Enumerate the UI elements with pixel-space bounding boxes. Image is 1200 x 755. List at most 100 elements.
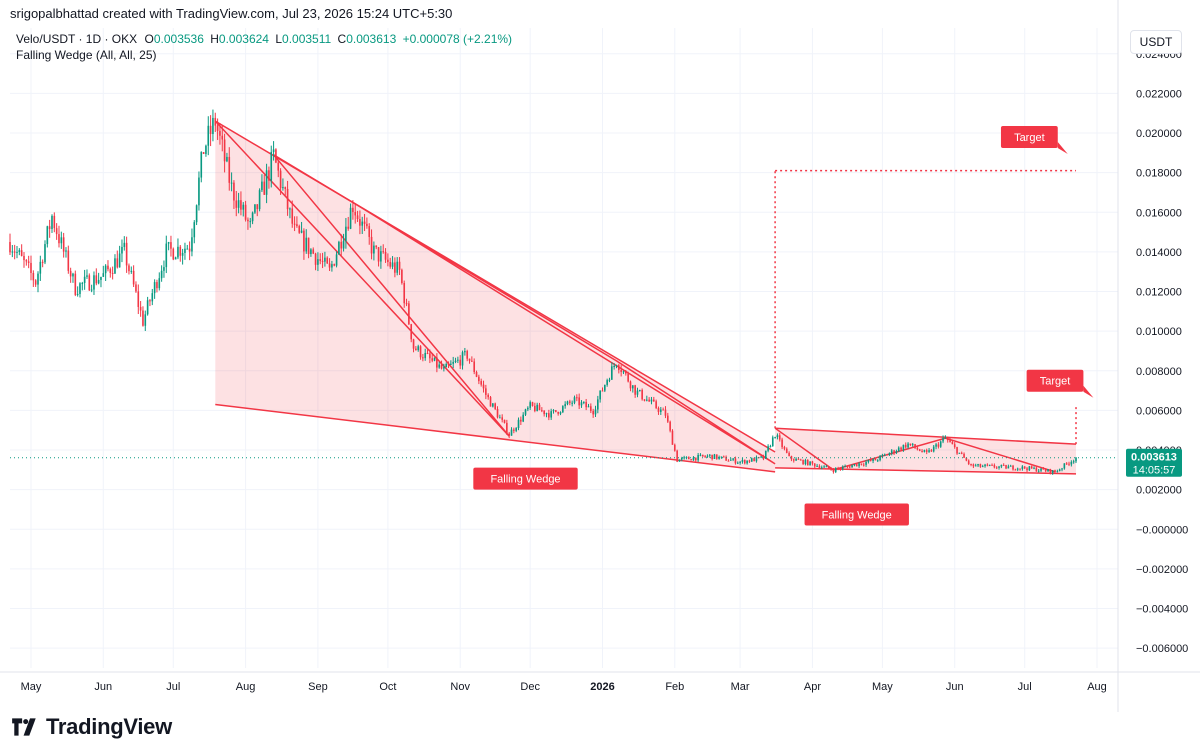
candle-body	[636, 390, 639, 395]
candle-body	[1016, 468, 1019, 470]
time-axis[interactable]: May Jun Jul Aug Sep Oct Nov Dec 2026 Feb Mar Apr May…	[21, 681, 1107, 693]
candle-body	[1014, 469, 1017, 471]
candle	[230, 172, 233, 192]
candle-body	[492, 403, 494, 407]
price-tick-label: 0.016000	[1136, 207, 1182, 219]
candle	[958, 452, 961, 454]
candle-body	[585, 401, 587, 408]
candle	[580, 400, 583, 408]
candle-body	[790, 456, 793, 460]
candle-body	[335, 254, 338, 266]
candle-body	[303, 230, 305, 252]
currency-button[interactable]: USDT	[1130, 30, 1182, 54]
candle	[883, 453, 886, 457]
candle-body	[349, 207, 352, 229]
price-badge-box	[1126, 448, 1182, 477]
candle-body	[188, 248, 191, 252]
candle	[937, 442, 940, 449]
indicator-legend[interactable]: Falling Wedge (All, All, 25)	[16, 48, 157, 62]
candle-body	[237, 200, 240, 208]
candle	[1070, 460, 1073, 467]
candle-body	[876, 460, 879, 462]
candle-body	[1056, 471, 1059, 473]
candle	[9, 233, 11, 255]
tradingview-footer[interactable]: TradingView	[10, 714, 172, 740]
candle-body	[366, 223, 368, 227]
candle	[116, 250, 119, 269]
time-tick-label: May	[872, 681, 893, 693]
candle	[629, 380, 632, 392]
price-axis[interactable]: 0.0240000.0220000.0200000.0180000.016000…	[1126, 49, 1188, 655]
candle	[963, 452, 965, 458]
candle	[361, 216, 364, 234]
candle	[762, 454, 765, 461]
candle	[319, 253, 322, 265]
candle-body	[979, 464, 982, 467]
candle	[363, 213, 366, 232]
candle	[897, 446, 900, 452]
candle-body	[489, 397, 492, 407]
candle	[58, 225, 60, 248]
candle	[478, 374, 480, 385]
candle-body	[228, 156, 231, 183]
candle	[606, 378, 608, 387]
candle	[233, 180, 235, 209]
candle-body	[312, 249, 315, 254]
candle-body	[662, 409, 664, 411]
candle-body	[321, 260, 324, 262]
candle	[284, 186, 287, 197]
candle-body	[272, 149, 275, 152]
candle	[37, 271, 39, 293]
candle-body	[517, 419, 520, 429]
candle-body	[429, 353, 431, 359]
candle	[417, 344, 420, 352]
price-chart[interactable]: 0.0240000.0220000.0200000.0180000.016000…	[0, 0, 1200, 712]
candle	[310, 248, 312, 257]
candle-body	[97, 279, 100, 284]
candle	[804, 458, 807, 466]
price-tick-label: 0.006000	[1136, 405, 1182, 417]
candle	[384, 248, 387, 263]
candle-body	[806, 460, 809, 466]
candle-body	[515, 428, 517, 431]
candle-body	[30, 262, 32, 273]
candle-body	[1047, 469, 1049, 472]
candle	[200, 151, 203, 183]
candle-body	[1021, 466, 1024, 469]
candle-body	[748, 460, 751, 462]
candle-body	[673, 444, 676, 451]
target-lines	[774, 169, 1077, 445]
candle	[251, 211, 254, 225]
candle-body	[347, 226, 350, 229]
target-label-tail	[1057, 141, 1068, 154]
candle-body	[620, 369, 622, 372]
candle-body	[939, 441, 942, 447]
candle	[618, 363, 620, 374]
candle	[153, 279, 156, 299]
candle-body	[909, 443, 912, 445]
time-tick-label: Jul	[166, 681, 180, 693]
chart-header: srigopalbhattad created with TradingView…	[0, 0, 1200, 26]
candle	[125, 236, 128, 273]
candle-body	[20, 250, 23, 256]
time-tick-label: Nov	[450, 681, 470, 693]
candle-body	[307, 237, 310, 255]
time-tick-label: Jun	[94, 681, 112, 693]
candle	[41, 259, 44, 268]
candle-body	[618, 365, 620, 370]
candle	[214, 112, 217, 132]
candle-body	[496, 408, 499, 418]
candle-body	[958, 452, 961, 454]
candle-body	[557, 411, 559, 414]
candle-body	[893, 450, 895, 453]
candle	[170, 235, 172, 257]
candle-body	[342, 241, 345, 249]
candle-body	[764, 450, 767, 459]
candle-body	[216, 125, 219, 131]
candle	[776, 433, 779, 440]
candle	[713, 453, 716, 460]
candle-body	[576, 397, 578, 399]
candle	[701, 454, 704, 458]
candle	[202, 152, 205, 155]
